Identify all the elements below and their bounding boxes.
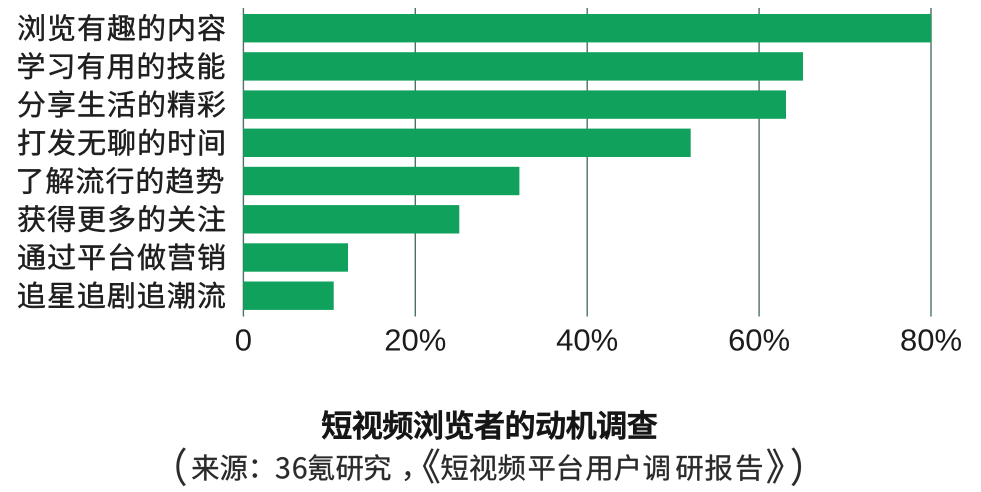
svg-text:80%: 80% [900, 323, 962, 358]
svg-text:60%: 60% [728, 323, 790, 358]
svg-text:40%: 40% [556, 323, 618, 358]
svg-text:20%: 20% [384, 323, 446, 358]
svg-text:0: 0 [235, 323, 252, 358]
